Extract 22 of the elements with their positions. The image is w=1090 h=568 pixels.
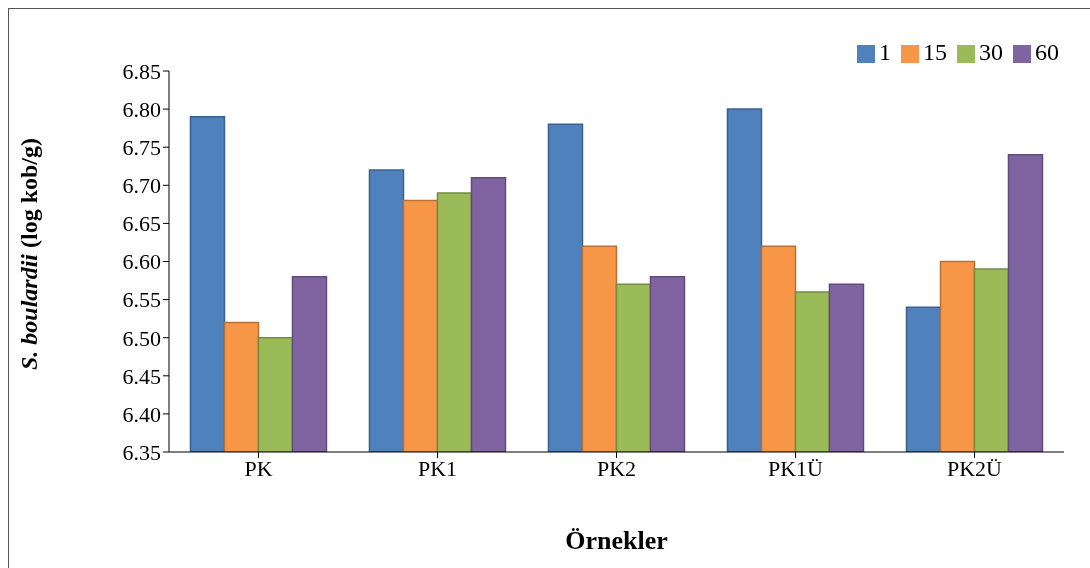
y-tick-label: 6.70 bbox=[122, 173, 161, 199]
y-tick-label: 6.35 bbox=[122, 439, 161, 465]
y-tick-label: 6.75 bbox=[122, 135, 161, 161]
x-axis-title: Örnekler bbox=[565, 526, 668, 555]
y-tick-label: 6.55 bbox=[122, 287, 161, 313]
legend-label: 30 bbox=[979, 39, 1003, 65]
y-tick-label: 6.65 bbox=[122, 211, 161, 237]
x-tick-label: PK2Ü bbox=[946, 455, 1003, 481]
y-tick-label: 6.85 bbox=[122, 58, 161, 84]
x-tick-label: PK1 bbox=[417, 455, 458, 481]
y-axis-title: S. boulardii (log kob/g) bbox=[16, 137, 42, 371]
y-tick-label: 6.50 bbox=[122, 325, 161, 351]
y-tick-label: 6.60 bbox=[122, 249, 161, 275]
y-tick-label: 6.80 bbox=[122, 96, 161, 122]
legend-label: 15 bbox=[923, 39, 947, 65]
x-tick-label: PK1Ü bbox=[767, 455, 824, 481]
y-tick-label: 6.40 bbox=[122, 401, 161, 427]
legend-label: 60 bbox=[1035, 39, 1059, 65]
legend-label: 1 bbox=[879, 39, 891, 65]
x-tick-label: PK2 bbox=[596, 455, 637, 481]
x-tick-label: PK bbox=[244, 455, 273, 481]
y-tick-label: 6.45 bbox=[122, 363, 161, 389]
